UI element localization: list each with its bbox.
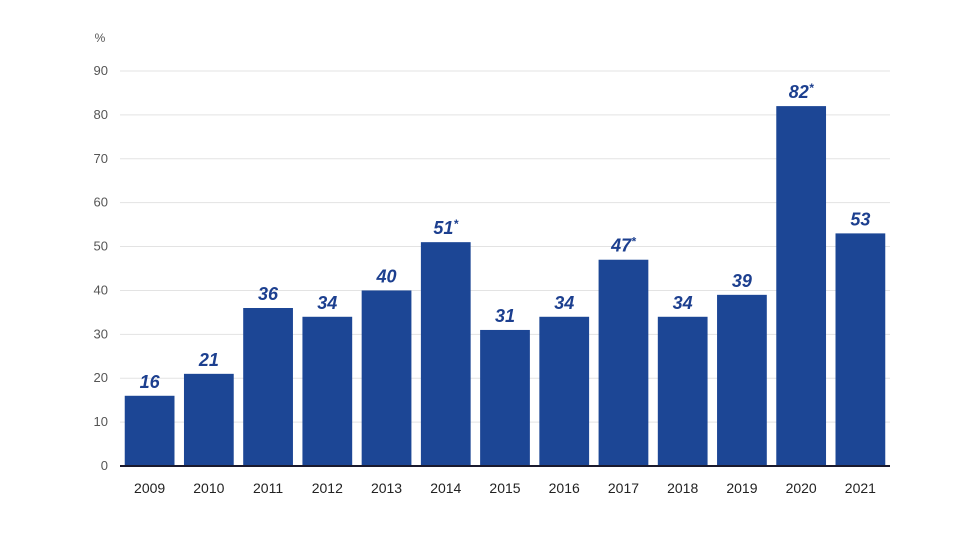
bar-2013 <box>361 290 412 466</box>
x-axis: 2009 2010 2011 2012 2013 2014 2015 2016 2017 2018… <box>134 480 876 496</box>
data-label-asterisk: * <box>809 81 815 95</box>
data-label-2017: 47* <box>610 235 637 256</box>
data-label-value: 31 <box>495 306 515 326</box>
y-tick-label: 50 <box>94 239 108 254</box>
y-tick-label: 40 <box>94 282 108 297</box>
bar-2018 <box>657 316 708 466</box>
bar-2010 <box>183 373 234 466</box>
data-label-value: 34 <box>673 293 693 313</box>
x-tick-label-2015: 2015 <box>489 480 520 496</box>
data-label-value: 36 <box>258 284 279 304</box>
data-label-asterisk: * <box>453 217 459 231</box>
bar-2011 <box>243 308 293 466</box>
data-label-2010: 21 <box>198 350 219 370</box>
data-label-2009: 16 <box>140 372 161 392</box>
bar-2016 <box>539 316 590 466</box>
bar-2014 <box>420 242 471 466</box>
y-tick-label: 10 <box>94 414 108 429</box>
bar-2021 <box>835 233 886 466</box>
y-tick-label: 70 <box>94 151 108 166</box>
data-label-value: 53 <box>850 209 870 229</box>
y-tick-label: 20 <box>94 370 108 385</box>
data-label-value: 16 <box>140 372 161 392</box>
x-tick-label-2018: 2018 <box>667 480 698 496</box>
data-label-2012: 34 <box>317 293 337 313</box>
data-label-2020: 82* <box>789 81 815 102</box>
x-tick-label-2020: 2020 <box>786 480 817 496</box>
data-label-value: 34 <box>317 293 337 313</box>
x-tick-label-2011: 2011 <box>253 480 283 496</box>
x-tick-label-2016: 2016 <box>549 480 580 496</box>
bar-2017 <box>598 259 649 466</box>
x-tick-label-2013: 2013 <box>371 480 402 496</box>
data-label-value: 40 <box>376 266 397 286</box>
data-label-2019: 39 <box>732 271 752 291</box>
y-tick-label: 80 <box>94 107 108 122</box>
x-tick-label-2009: 2009 <box>134 480 165 496</box>
y-tick-label: 30 <box>94 326 108 341</box>
data-label-value: 82 <box>789 82 809 102</box>
x-tick-label-2012: 2012 <box>312 480 343 496</box>
y-tick-label: 0 <box>101 458 108 473</box>
x-tick-label-2019: 2019 <box>726 480 757 496</box>
y-tick-label: 60 <box>94 195 108 210</box>
x-tick-label-2017: 2017 <box>608 480 639 496</box>
bar-2009 <box>124 395 175 466</box>
x-tick-label-2010: 2010 <box>193 480 224 496</box>
data-label-2021: 53 <box>850 209 870 229</box>
bar-2012 <box>302 316 353 466</box>
data-label-asterisk: * <box>631 235 637 249</box>
bar-2020 <box>776 106 827 466</box>
data-label-2018: 34 <box>673 293 693 313</box>
data-label-2011: 36 <box>258 284 279 304</box>
x-tick-label-2021: 2021 <box>845 480 876 496</box>
data-label-value: 21 <box>198 350 219 370</box>
data-label-value: 39 <box>732 271 752 291</box>
data-label-2013: 40 <box>376 266 397 286</box>
y-tick-label: 90 <box>94 63 108 78</box>
y-axis: % 0 10 20 30 40 50 60 70 80 90 <box>94 31 108 473</box>
data-label-2015: 31 <box>495 306 515 326</box>
data-label-2016: 34 <box>554 293 574 313</box>
bar-2019 <box>717 294 767 466</box>
data-label-2014: 51* <box>433 217 459 238</box>
data-label-value: 34 <box>554 293 574 313</box>
bars <box>124 106 886 466</box>
bar-2015 <box>480 329 530 466</box>
x-tick-label-2014: 2014 <box>430 480 461 496</box>
data-label-value: 47 <box>610 236 632 256</box>
y-axis-unit-label: % <box>95 31 106 45</box>
data-label-value: 51 <box>433 218 453 238</box>
